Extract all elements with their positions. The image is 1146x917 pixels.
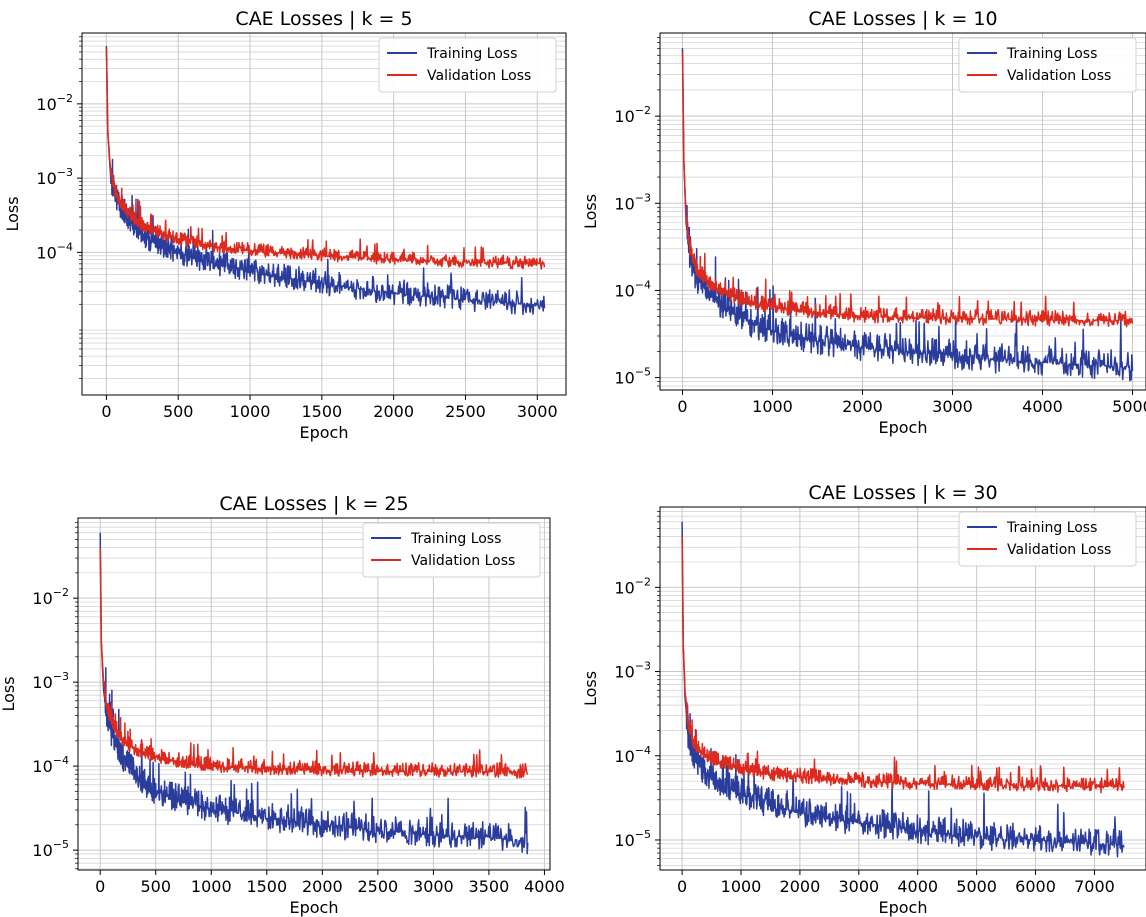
x-tick-label: 7000 — [1074, 877, 1115, 896]
x-tick-label: 5000 — [1112, 397, 1146, 416]
x-axis-label: Epoch — [290, 898, 339, 917]
y-tick-label: 10−5 — [614, 828, 651, 850]
y-axis-label: Loss — [3, 196, 22, 231]
x-tick-label: 4000 — [1022, 397, 1063, 416]
chart-panel-1: 10−2 10−3 10−4 0 500 1000 1500 2000 2500 3000 CAE … — [3, 8, 567, 442]
legend-label: Training Loss — [1006, 520, 1097, 536]
x-tick-label: 3000 — [838, 877, 879, 896]
x-tick-label: 1000 — [230, 402, 271, 421]
y-axis-label: Loss — [0, 676, 18, 711]
y-tick-label: 10−4 — [32, 754, 69, 776]
x-tick-label: 3500 — [469, 877, 510, 896]
y-axis-label: Loss — [581, 194, 600, 229]
x-tick-label: 2500 — [357, 877, 398, 896]
x-tick-label: 2000 — [842, 397, 883, 416]
validation-loss-line — [681, 536, 1125, 794]
x-tick-label: 3000 — [517, 402, 558, 421]
legend: Training Loss Validation Loss — [958, 511, 1137, 567]
x-tick-label: 6000 — [1015, 877, 1056, 896]
y-tick-label: 10−3 — [32, 670, 69, 692]
training-loss-line — [99, 532, 529, 855]
y-tick-label: 10−3 — [36, 166, 73, 188]
major-gridlines — [660, 33, 1146, 390]
validation-loss-line — [681, 51, 1134, 328]
y-tick-label: 10−4 — [614, 278, 651, 300]
legend: Training Loss Validation Loss — [378, 37, 557, 93]
legend-label: Validation Loss — [1007, 68, 1111, 84]
legend-box — [362, 522, 541, 578]
y-tick-label: 10−5 — [614, 366, 651, 388]
legend-label: Training Loss — [410, 531, 501, 547]
x-tick-label: 0 — [677, 397, 687, 416]
x-tick-label: 500 — [140, 877, 171, 896]
legend-box — [958, 37, 1137, 93]
legend: Training Loss Validation Loss — [958, 37, 1137, 93]
x-axis-label: Epoch — [879, 418, 928, 437]
plot-frame — [77, 517, 551, 871]
x-tick-label: 3000 — [932, 397, 973, 416]
chart-title: CAE Losses | k = 30 — [808, 482, 997, 504]
chart-title: CAE Losses | k = 5 — [235, 8, 412, 30]
x-tick-label: 5000 — [956, 877, 997, 896]
minor-gridlines — [78, 521, 550, 870]
legend-box — [958, 511, 1137, 567]
x-tick-label: 1000 — [721, 877, 762, 896]
x-tick-label: 2000 — [373, 402, 414, 421]
legend-label: Training Loss — [426, 46, 517, 62]
x-tick-label: 4000 — [524, 877, 565, 896]
x-tick-label: 4000 — [897, 877, 938, 896]
y-tick-label: 10−3 — [614, 191, 651, 213]
legend: Training Loss Validation Loss — [362, 522, 541, 578]
legend-label: Validation Loss — [427, 68, 531, 84]
chart-title: CAE Losses | k = 25 — [219, 493, 408, 515]
x-tick-label: 2000 — [780, 877, 821, 896]
x-tick-label: 2500 — [445, 402, 486, 421]
y-tick-label: 10−4 — [36, 240, 73, 262]
plot-frame — [81, 32, 567, 396]
minor-gridlines — [660, 37, 1146, 387]
legend-box — [378, 37, 557, 93]
chart-title: CAE Losses | k = 10 — [808, 8, 997, 30]
x-tick-label: 1000 — [191, 877, 232, 896]
y-tick-label: 10−5 — [32, 838, 69, 860]
validation-loss-line — [105, 48, 546, 270]
y-tick-label: 10−2 — [32, 586, 69, 608]
y-tick-label: 10−2 — [614, 104, 651, 126]
x-tick-label: 1000 — [752, 397, 793, 416]
chart-panel-3: 10−2 10−3 10−4 10−5 0 500 1000 1500 2000 2500 3000… — [0, 493, 565, 917]
validation-loss-line — [99, 547, 529, 779]
x-tick-label: 0 — [677, 877, 687, 896]
chart-panel-2: 10−2 10−3 10−4 10−5 0 1000 2000 3000 4000 5000 CAE… — [581, 8, 1146, 437]
x-axis-label: Epoch — [300, 423, 349, 442]
y-axis-label: Loss — [581, 671, 600, 706]
x-axis-label: Epoch — [879, 898, 928, 917]
x-tick-label: 1500 — [301, 402, 342, 421]
plot-frame — [659, 506, 1146, 871]
y-tick-label: 10−4 — [614, 744, 651, 766]
major-gridlines — [82, 33, 566, 395]
training-loss-line — [681, 521, 1125, 858]
x-tick-label: 500 — [163, 402, 194, 421]
legend-label: Validation Loss — [1007, 542, 1111, 558]
y-tick-label: 10−3 — [614, 660, 651, 682]
plot-frame — [659, 32, 1146, 391]
legend-label: Validation Loss — [411, 553, 515, 569]
y-tick-label: 10−2 — [614, 575, 651, 597]
x-tick-label: 0 — [95, 877, 105, 896]
x-tick-label: 0 — [101, 402, 111, 421]
training-loss-line — [681, 48, 1134, 382]
x-tick-label: 2000 — [302, 877, 343, 896]
y-tick-label: 10−2 — [36, 92, 73, 114]
x-tick-label: 1500 — [246, 877, 287, 896]
chart-panel-4: 10−2 10−3 10−4 10−5 0 1000 2000 3000 4000 5000 600… — [581, 482, 1146, 917]
x-tick-label: 3000 — [413, 877, 454, 896]
legend-label: Training Loss — [1006, 46, 1097, 62]
